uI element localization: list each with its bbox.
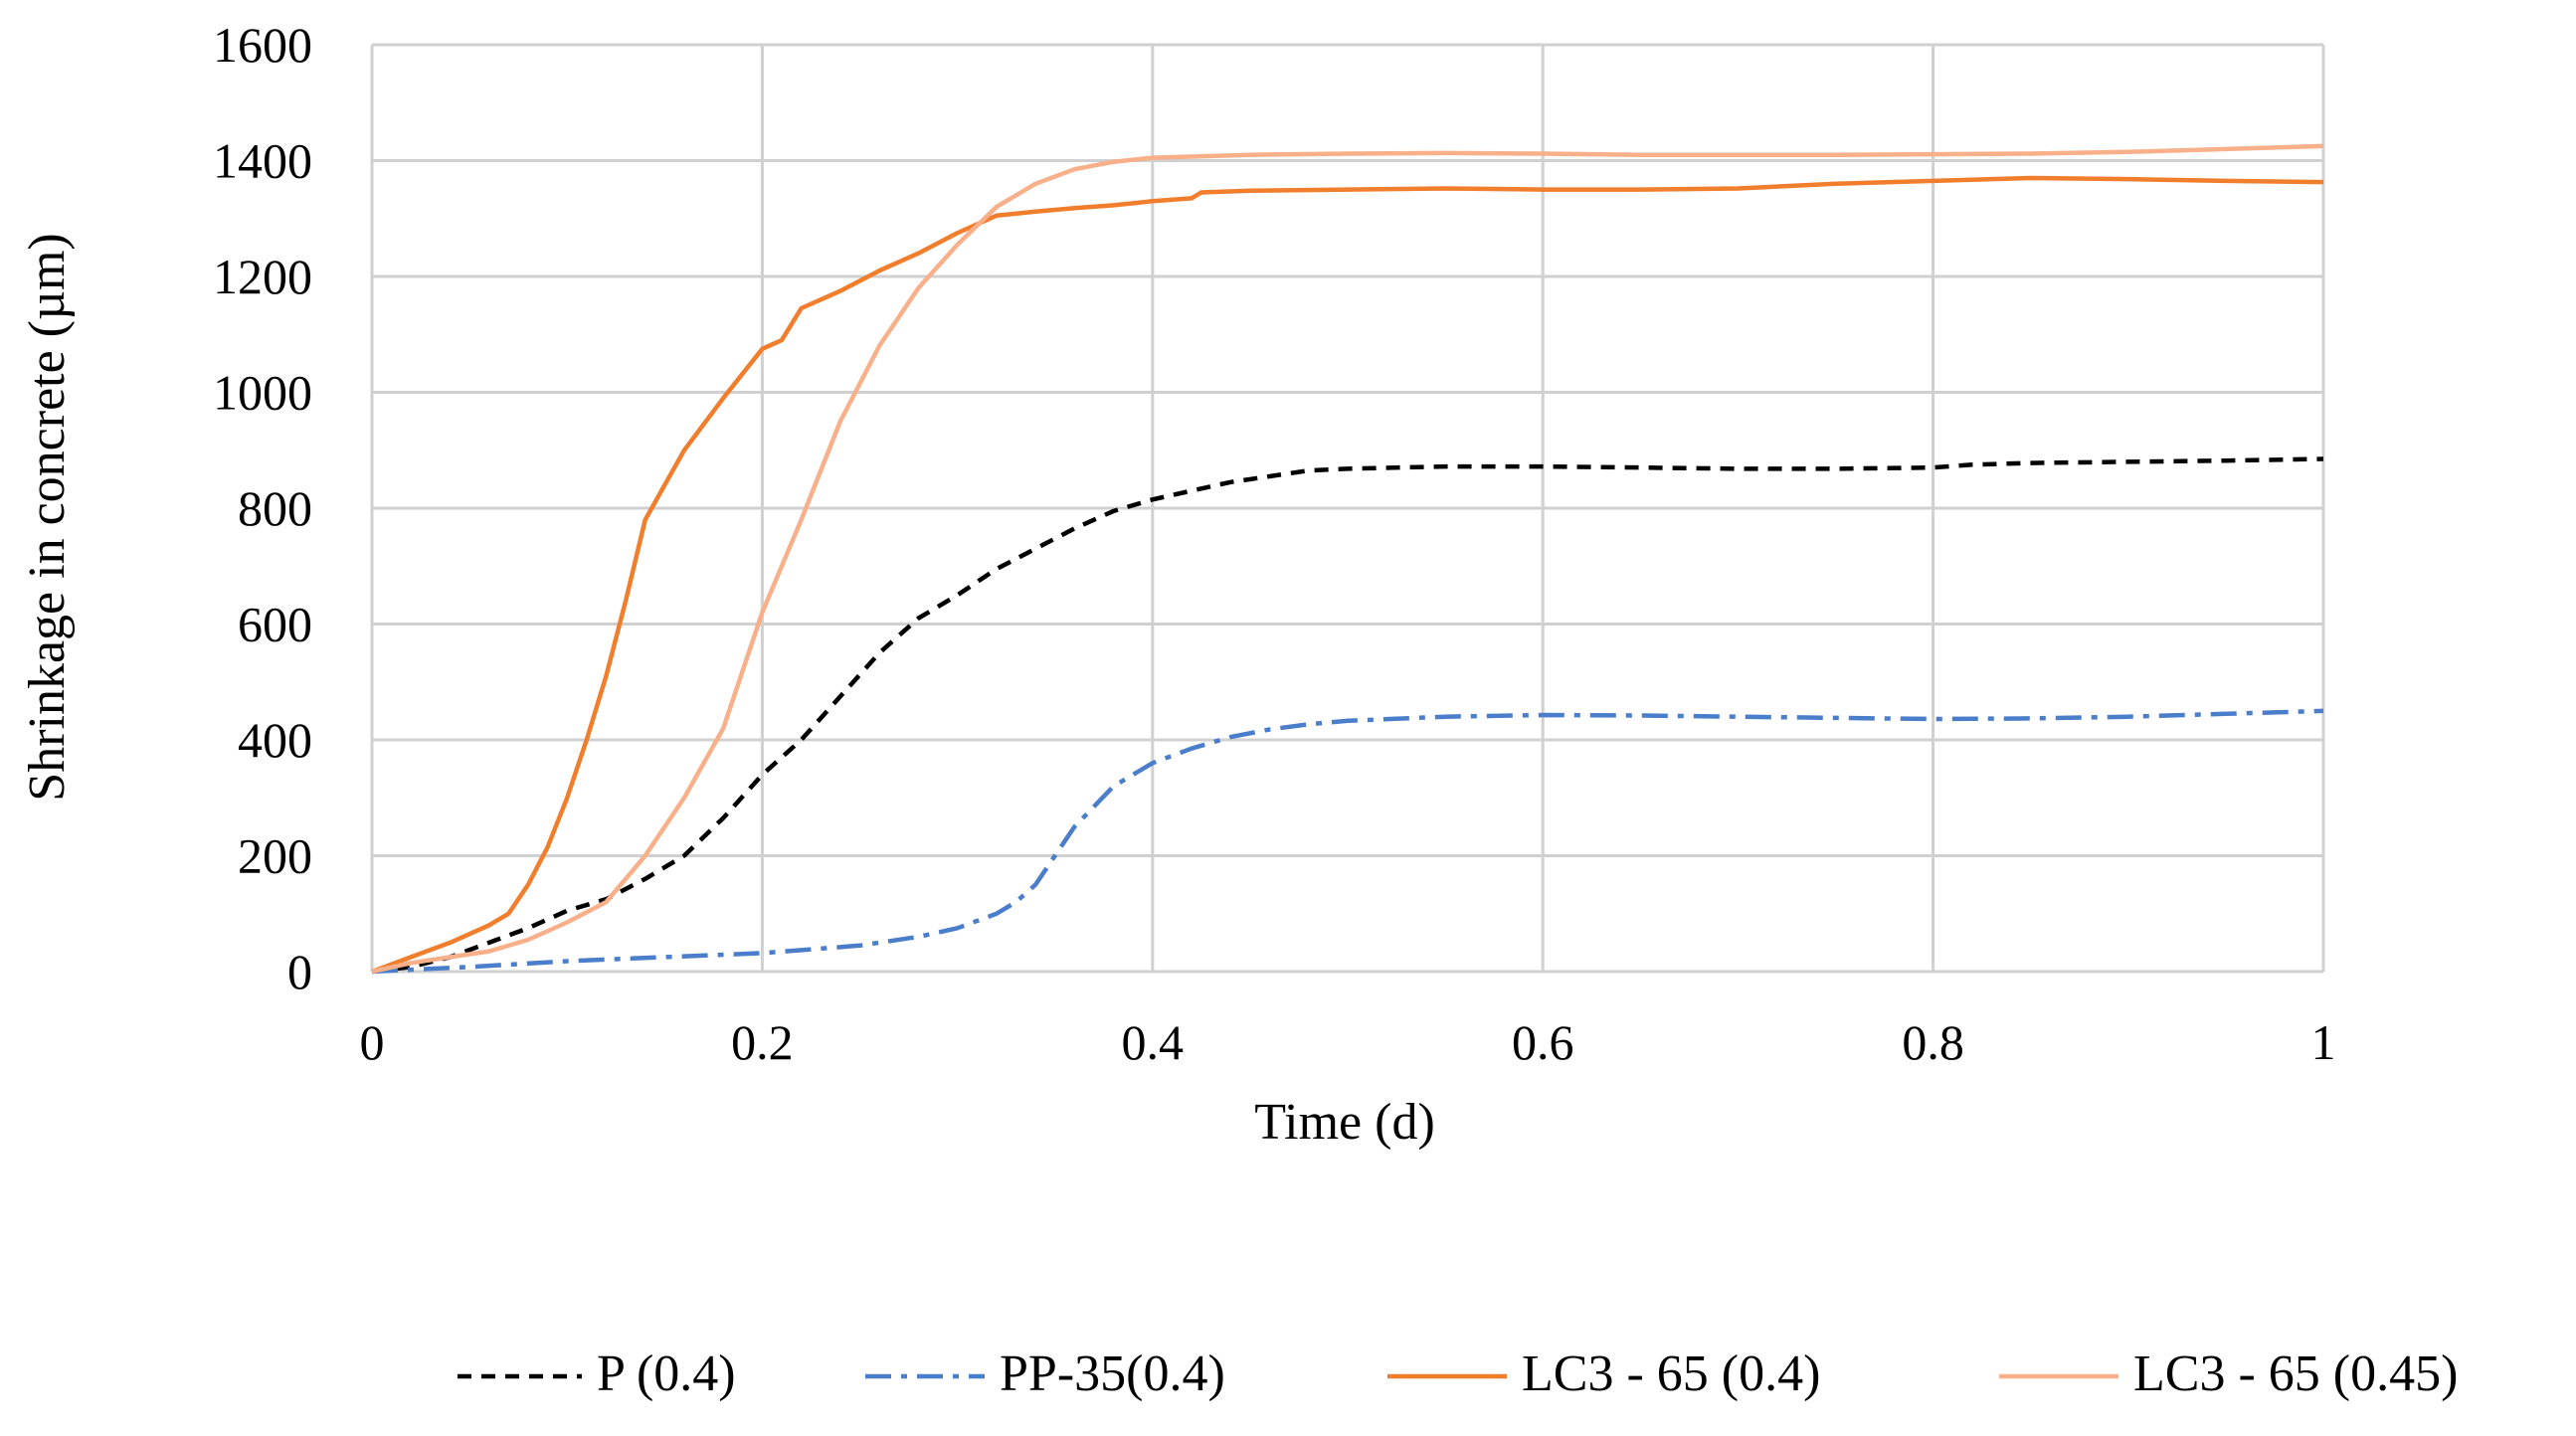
- x-tick-label: 0: [360, 1014, 385, 1070]
- series-layer: [371, 143, 2324, 975]
- legend-label: P (0.4): [597, 1346, 736, 1402]
- y-tick-label: 600: [238, 597, 312, 652]
- series-line-2: [371, 708, 2324, 975]
- y-tick-label: 1000: [213, 365, 312, 421]
- x-axis-title: Time (d): [1254, 1094, 1435, 1151]
- y-tick-label: 1600: [213, 17, 312, 73]
- y-tick-label: 0: [287, 944, 312, 999]
- y-tick-label: 1200: [213, 249, 312, 304]
- series-line-1: [371, 456, 2324, 975]
- y-axis-ticks: 0 200 400 600 800 1000 1200 1400 1600: [213, 17, 312, 999]
- legend-label: LC3 - 65 (0.45): [2133, 1346, 2458, 1402]
- series-line-3: [371, 175, 2324, 975]
- legend-item: LC3 - 65 (0.45): [1999, 1346, 2458, 1402]
- x-tick-label: 1: [2311, 1014, 2336, 1070]
- y-tick-label: 400: [238, 712, 312, 768]
- series-line-4: [371, 143, 2324, 975]
- y-tick-label: 1400: [213, 133, 312, 189]
- x-tick-label: 0.4: [1122, 1014, 1185, 1070]
- legend-item: LC3 - 65 (0.4): [1387, 1346, 1820, 1402]
- legend-label: PP-35(0.4): [1000, 1346, 1225, 1402]
- y-tick-label: 800: [238, 480, 312, 536]
- x-tick-label: 0.2: [731, 1014, 794, 1070]
- y-axis-title: Shrinkage in concrete (µm): [19, 233, 76, 801]
- grid: [370, 43, 2325, 974]
- x-axis-ticks: 0 0.2 0.4 0.6 0.8 1: [360, 1014, 2336, 1070]
- legend-item: P (0.4): [458, 1346, 736, 1402]
- legend-label: LC3 - 65 (0.4): [1522, 1346, 1820, 1402]
- x-tick-label: 0.8: [1902, 1014, 1964, 1070]
- legend: P (0.4) PP-35(0.4) LC3 - 65 (0.4) LC3 - 65 …: [458, 1346, 2458, 1402]
- y-tick-label: 200: [238, 828, 312, 884]
- legend-item: PP-35(0.4): [865, 1346, 1225, 1402]
- x-tick-label: 0.6: [1512, 1014, 1574, 1070]
